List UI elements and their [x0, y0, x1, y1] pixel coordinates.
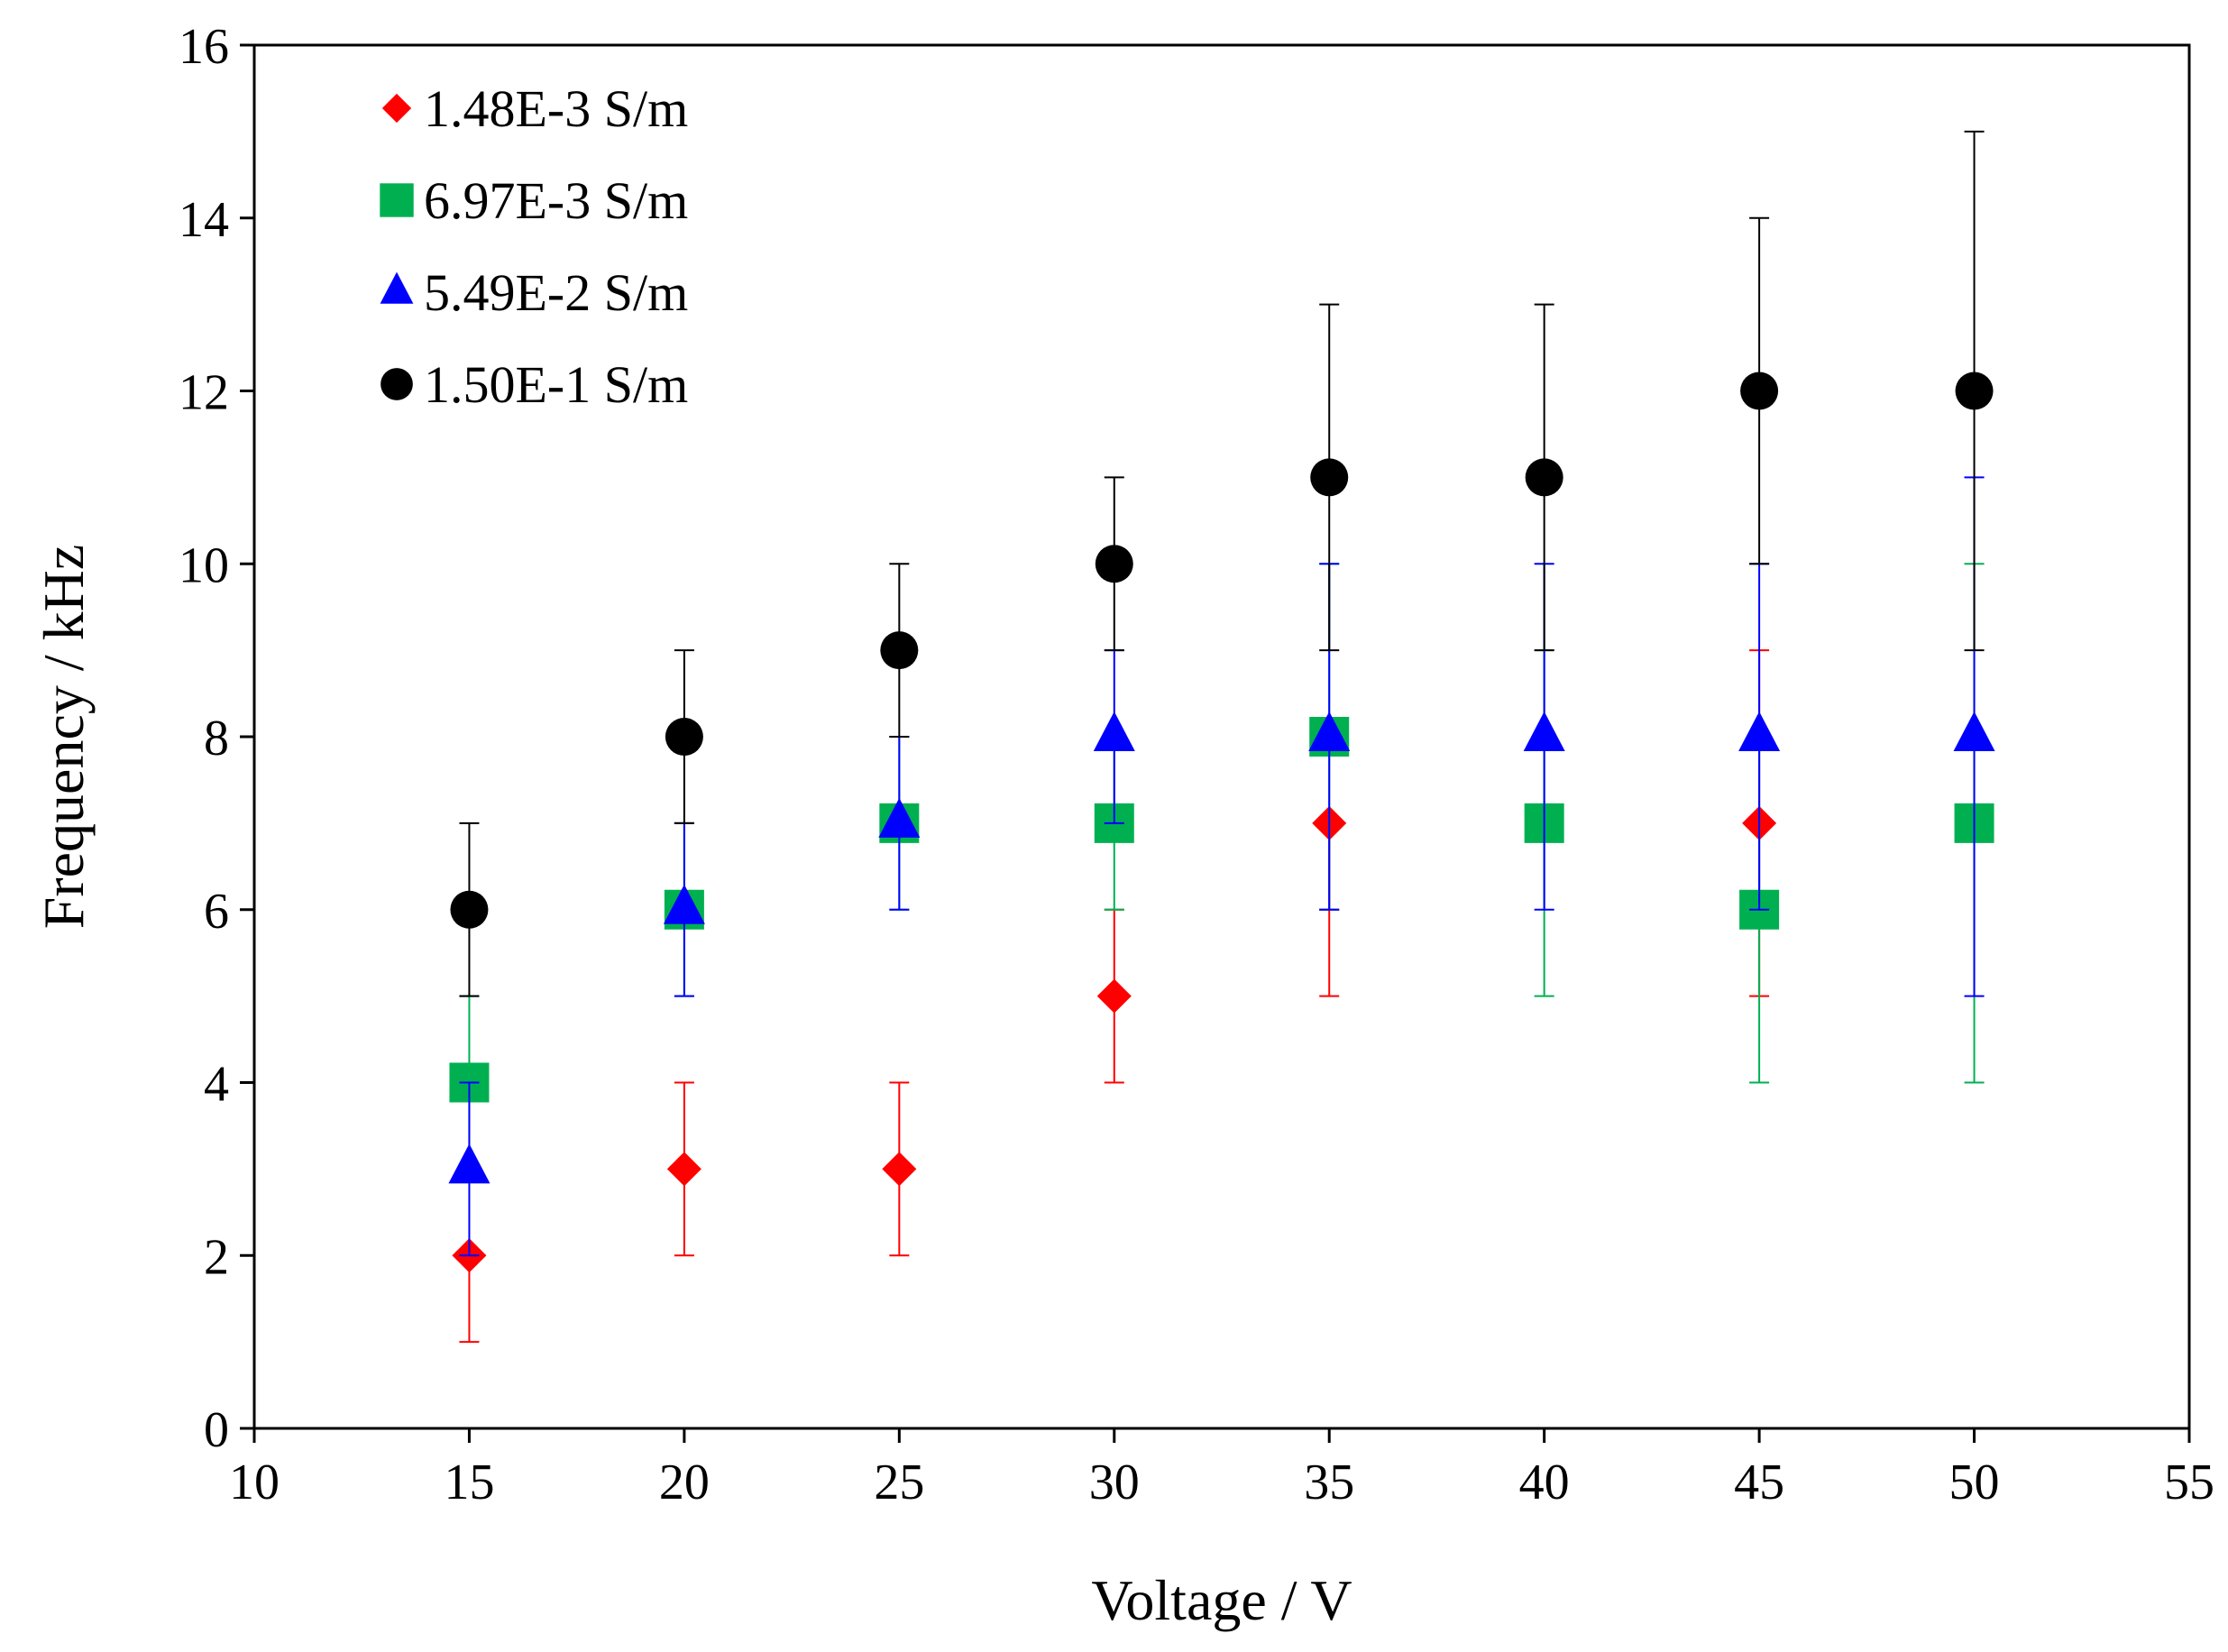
data-point	[1523, 711, 1565, 751]
data-point	[882, 1152, 917, 1187]
y-tick-label: 16	[179, 19, 229, 75]
data-point	[666, 1152, 701, 1187]
x-tick-label: 50	[1949, 1455, 2000, 1510]
data-point	[450, 890, 489, 929]
legend-label: 6.97E-3 S/m	[424, 171, 688, 230]
data-point	[1310, 458, 1349, 497]
series-2	[449, 563, 1994, 1170]
data-point	[880, 631, 919, 670]
x-tick-label: 40	[1519, 1455, 1570, 1510]
data-point	[663, 884, 705, 924]
legend-label: 1.48E-3 S/m	[424, 79, 688, 138]
y-tick-label: 14	[179, 192, 229, 248]
x-tick-label: 15	[444, 1455, 494, 1510]
data-point	[1955, 372, 1994, 410]
data-point	[1308, 711, 1351, 751]
legend-item: 5.49E-2 S/m	[380, 263, 688, 322]
data-point	[1953, 711, 1995, 751]
x-tick-label: 30	[1089, 1455, 1140, 1510]
legend: 1.48E-3 S/m 6.97E-3 S/m 5.49E-2 S/m 1.50E-1…	[380, 79, 688, 414]
data-series	[448, 130, 1995, 1344]
y-tick-label: 2	[204, 1229, 229, 1285]
series-3	[448, 476, 1995, 1257]
data-point	[1096, 978, 1132, 1014]
data-point	[1095, 545, 1133, 583]
series-4	[450, 130, 1994, 997]
x-tick-label: 45	[1734, 1455, 1784, 1510]
legend-item: 6.97E-3 S/m	[380, 171, 688, 230]
x-tick-label: 55	[2164, 1455, 2214, 1510]
x-tick-label: 25	[874, 1455, 924, 1510]
y-tick-label: 4	[204, 1057, 229, 1113]
y-tick-label: 8	[204, 711, 229, 766]
legend-item: 1.50E-1 S/m	[381, 355, 688, 414]
data-point	[1738, 711, 1781, 751]
legend-label: 1.50E-1 S/m	[424, 355, 688, 414]
data-point	[1093, 711, 1135, 751]
data-point	[1740, 372, 1779, 410]
legend-item: 1.48E-3 S/m	[381, 79, 688, 138]
y-tick-label: 0	[204, 1402, 229, 1458]
y-axis: 0 2 4 6 8 10 12 14 16	[179, 19, 254, 1458]
y-axis-title: Frequency / kHz	[32, 545, 96, 930]
y-tick-label: 6	[204, 884, 229, 940]
data-point	[1525, 458, 1563, 497]
legend-label: 5.49E-2 S/m	[424, 263, 688, 322]
data-point	[665, 718, 703, 756]
y-tick-label: 12	[179, 365, 229, 421]
x-tick-label: 10	[229, 1455, 280, 1510]
x-tick-label: 20	[659, 1455, 710, 1510]
legend-marker	[380, 271, 414, 304]
data-point	[448, 1143, 491, 1184]
y-tick-label: 10	[179, 537, 229, 593]
x-tick-label: 35	[1304, 1455, 1354, 1510]
x-axis: 10 15 20 25 30 35 40 45 50 55	[229, 1428, 2214, 1510]
legend-marker	[381, 93, 412, 124]
plot-area	[252, 43, 2191, 1430]
data-point	[878, 797, 921, 838]
legend-marker	[380, 183, 414, 217]
x-axis-title: Voltage / V	[1091, 1568, 1352, 1632]
legend-marker	[381, 368, 413, 400]
